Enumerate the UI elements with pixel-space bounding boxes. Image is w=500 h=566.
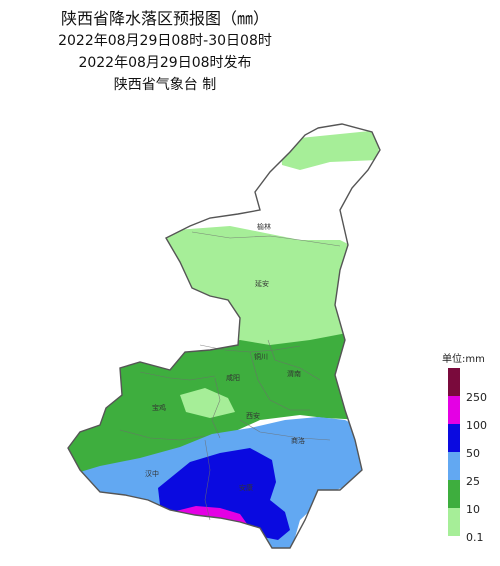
forecast-period: 2022年08月29日08时-30日08时 bbox=[58, 33, 272, 49]
city-label-yulin: 榆林 bbox=[257, 222, 271, 231]
map-title-block: 陕西省降水落区预报图（㎜） 2022年08月29日08时-30日08时 2022… bbox=[0, 8, 330, 96]
map-title: 陕西省降水落区预报图（㎜） bbox=[60, 9, 269, 28]
legend-unit-title: 单位:mm bbox=[442, 354, 485, 365]
legend-swatch-25-50 bbox=[448, 452, 460, 480]
rain-area-0-1-10-inner-patch bbox=[180, 388, 235, 418]
legend-label-25: 25 bbox=[466, 475, 480, 488]
city-label-weinan: 渭南 bbox=[287, 369, 301, 378]
legend-label-0-1: 0.1 bbox=[466, 531, 484, 544]
legend-swatch-100-250 bbox=[448, 396, 460, 424]
city-label-shangluo: 商洛 bbox=[291, 436, 305, 445]
city-label-ankang: 安康 bbox=[239, 483, 253, 492]
city-label-xianyang: 咸阳 bbox=[226, 373, 240, 382]
city-label-tongchuan: 铜川 bbox=[254, 352, 268, 361]
legend-swatch-10-25 bbox=[448, 480, 460, 508]
issue-time: 2022年08月29日08时发布 bbox=[78, 55, 252, 71]
legend-swatch-0-1-10 bbox=[448, 508, 460, 536]
city-label-xian: 西安 bbox=[246, 411, 260, 420]
rain-area-0-1-10-north-patch bbox=[280, 130, 380, 170]
legend-swatch-over-250 bbox=[448, 368, 460, 396]
legend-label-100: 100 bbox=[466, 419, 487, 432]
legend-label-250: 250 bbox=[466, 391, 487, 404]
legend-label-10: 10 bbox=[466, 503, 480, 516]
city-label-hanzhong: 汉中 bbox=[145, 469, 159, 478]
legend-swatch-50-100 bbox=[448, 424, 460, 452]
city-label-yanan: 延安 bbox=[255, 279, 269, 288]
legend-label-50: 50 bbox=[466, 447, 480, 460]
city-label-baoji: 宝鸡 bbox=[152, 403, 166, 412]
province-boundary bbox=[67, 123, 381, 549]
issuing-agency: 陕西省气象台 制 bbox=[113, 77, 217, 93]
